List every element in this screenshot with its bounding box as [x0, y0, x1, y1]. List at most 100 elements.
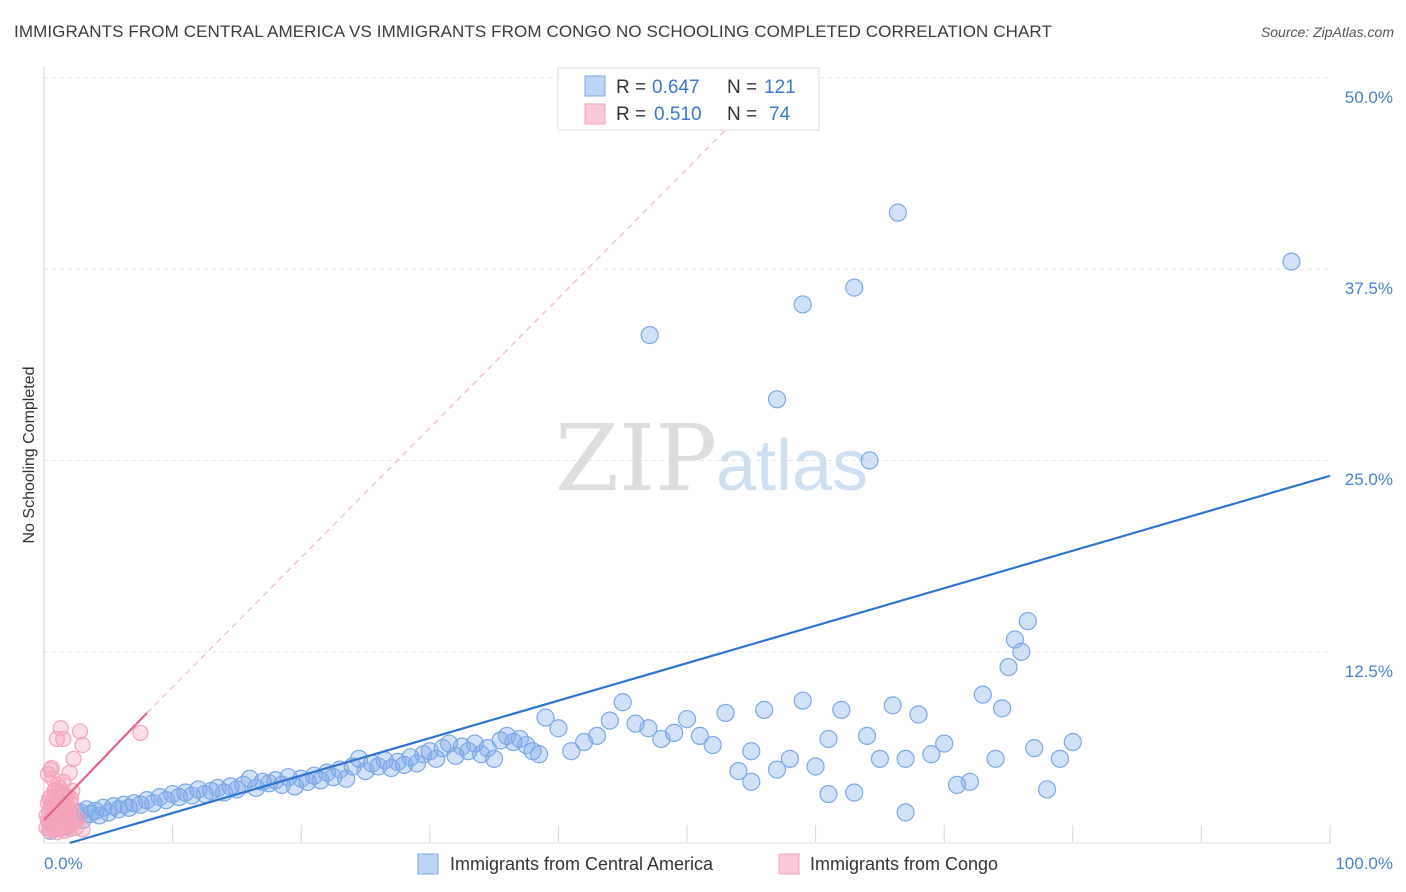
point-central-america: [549, 719, 568, 738]
point-central-america: [1050, 749, 1070, 768]
trend-lines-top: [43, 474, 1331, 845]
point-central-america: [793, 295, 812, 314]
point-central-america: [999, 657, 1018, 677]
legend-n-value: 74: [769, 104, 791, 125]
point-central-america: [485, 749, 504, 768]
point-central-america: [562, 742, 581, 761]
point-central-america: [536, 708, 555, 727]
legend-r-value: 0.510: [654, 104, 702, 125]
legend-r-value: 0.647: [652, 77, 700, 98]
point-central-america: [1018, 612, 1037, 631]
point-congo: [132, 724, 149, 741]
point-central-america: [883, 696, 902, 715]
bottom-legend-label-congo: Immigrants from Congo: [810, 854, 998, 874]
point-central-america: [857, 726, 877, 746]
point-congo: [68, 819, 85, 836]
x-tick-label-max: 100.0%: [1335, 854, 1393, 873]
point-central-america: [1012, 642, 1031, 661]
legend-swatch-congo: [584, 103, 606, 125]
point-central-america: [832, 700, 851, 719]
watermark-zip: ZIP: [555, 405, 717, 512]
point-central-america: [845, 278, 864, 297]
point-central-america: [677, 709, 697, 729]
point-central-america: [1063, 732, 1082, 752]
point-central-america: [888, 203, 908, 222]
trend-line-congo-extension: [146, 77, 778, 714]
point-central-america: [729, 761, 748, 781]
point-central-america: [1037, 780, 1057, 799]
series-central-america-points: [41, 203, 1301, 840]
chart-source: Source: ZipAtlas.com: [1260, 24, 1394, 40]
point-central-america: [780, 749, 799, 768]
point-central-america: [986, 749, 1005, 768]
point-central-america: [407, 754, 427, 773]
legend-r-label: R =: [616, 104, 646, 125]
point-central-america: [600, 711, 619, 730]
gridlines: [44, 77, 1330, 653]
point-central-america: [427, 749, 446, 768]
point-central-america: [870, 749, 890, 768]
point-central-america: [530, 745, 549, 764]
point-congo: [43, 759, 60, 777]
point-central-america: [716, 703, 735, 723]
point-central-america: [806, 757, 825, 776]
point-central-america: [896, 803, 915, 822]
point-central-america: [742, 742, 761, 761]
trend-line-congo: [43, 712, 148, 821]
legend-n-value: 121: [764, 77, 796, 98]
point-central-america: [639, 719, 658, 738]
bottom-legend-swatch-congo: [778, 853, 800, 875]
point-central-america: [860, 451, 879, 470]
point-congo: [41, 790, 58, 807]
point-central-america: [742, 772, 761, 791]
point-central-america: [587, 726, 607, 746]
point-central-america: [973, 685, 992, 704]
point-central-america: [1282, 252, 1301, 271]
point-central-america: [935, 734, 954, 753]
trend-lines: [146, 77, 778, 714]
bottom-legend-swatch-central-america: [417, 853, 439, 875]
chart-title: IMMIGRANTS FROM CENTRAL AMERICA VS IMMIG…: [14, 22, 1052, 41]
watermark-atlas: atlas: [716, 426, 868, 506]
point-congo: [60, 788, 77, 806]
point-congo: [61, 764, 78, 781]
legend-n-label: N =: [727, 104, 757, 125]
y-tick-label: 37.5%: [1345, 279, 1393, 298]
point-central-america: [845, 783, 864, 802]
point-central-america: [703, 735, 722, 755]
legend-swatch-central-america: [584, 75, 606, 97]
point-congo: [65, 750, 82, 767]
point-central-america: [613, 693, 632, 712]
series-legend: Immigrants from Central America Immigran…: [417, 853, 998, 875]
x-tick-label-min: 0.0%: [44, 854, 83, 873]
point-congo: [64, 802, 81, 819]
y-tick-label: 25.0%: [1345, 470, 1393, 489]
legend-n-label: N =: [727, 77, 757, 98]
point-central-america: [665, 723, 684, 742]
point-central-america: [896, 749, 915, 768]
point-central-america: [960, 772, 980, 791]
y-tick-label: 12.5%: [1345, 662, 1393, 681]
point-central-america: [767, 760, 787, 779]
legend-r-label: R =: [616, 77, 646, 98]
point-central-america: [1025, 739, 1044, 758]
y-axis-tick-labels: 12.5% 25.0% 37.5% 50.0%: [1345, 88, 1393, 681]
point-congo: [74, 736, 91, 754]
point-congo: [55, 730, 72, 748]
point-central-america: [819, 784, 838, 804]
point-central-america: [793, 691, 812, 710]
point-central-america: [922, 745, 941, 764]
bottom-legend-label-central-america: Immigrants from Central America: [450, 854, 714, 874]
point-central-america: [640, 325, 659, 345]
y-axis-label: No Schooling Completed: [21, 367, 38, 544]
point-central-america: [690, 726, 709, 746]
point-central-america: [992, 699, 1012, 718]
y-tick-label: 50.0%: [1345, 88, 1393, 107]
point-central-america: [819, 729, 838, 749]
point-congo: [71, 723, 89, 740]
series-congo-points: [38, 720, 149, 841]
correlation-legend: R = 0.647 N = 121 R = 0.510 N = 74: [557, 67, 820, 131]
x-axis-ticks: [172, 825, 1331, 843]
trend-line-central-america: [69, 474, 1331, 845]
